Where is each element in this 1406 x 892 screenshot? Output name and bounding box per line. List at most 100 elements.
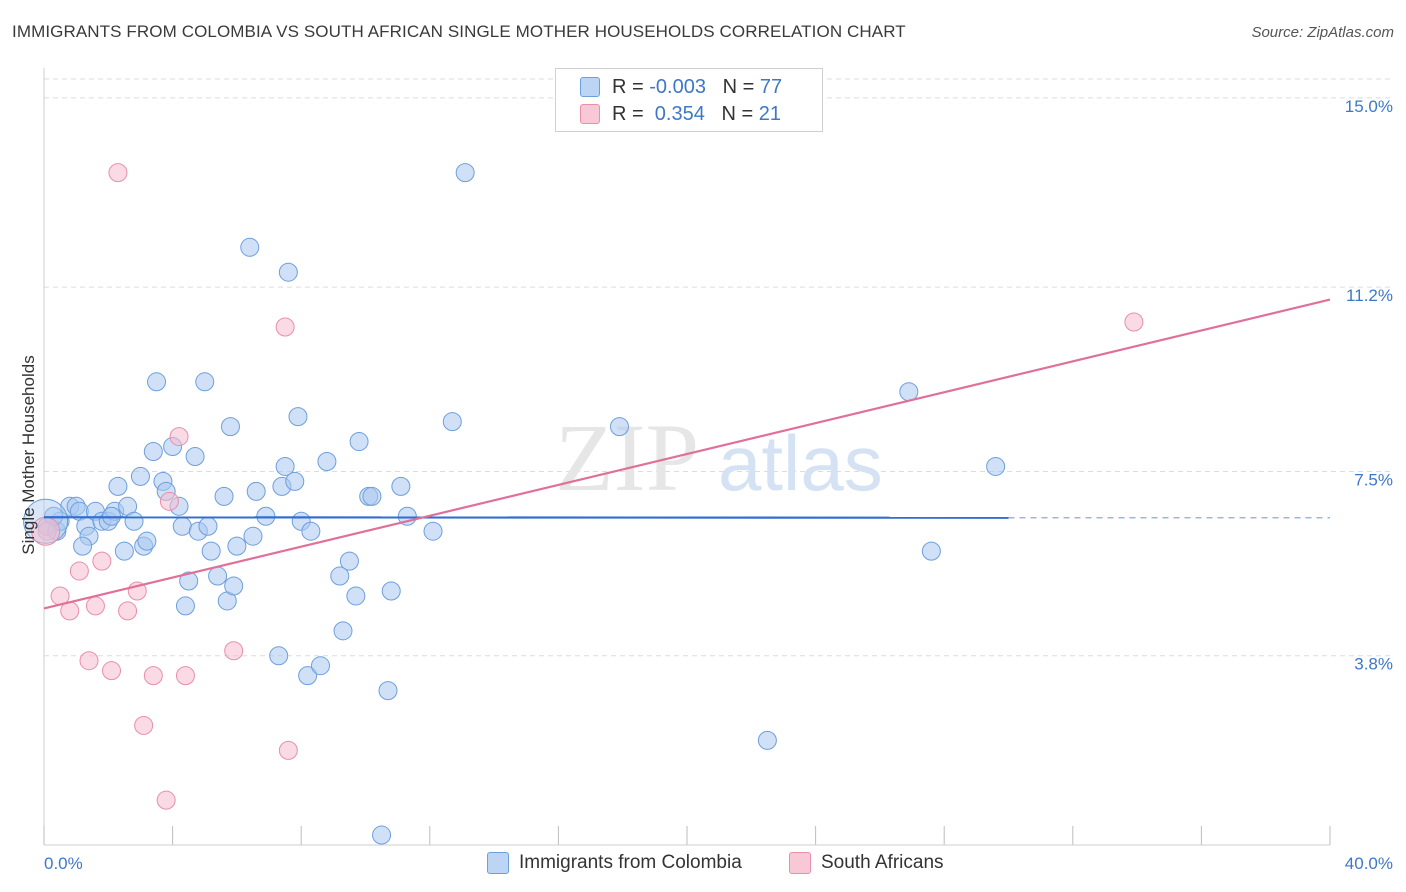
watermark: ZIP atlas — [555, 404, 883, 511]
colombia-point — [921, 541, 941, 561]
legend-n-label: N = — [721, 102, 759, 125]
grid-lines — [44, 78, 1392, 657]
colombia-point — [349, 432, 369, 452]
colombia-point — [986, 456, 1006, 476]
colombia-point — [198, 516, 218, 536]
legend-n-value: 21 — [758, 102, 782, 125]
colombia-point — [381, 581, 401, 601]
south-africans-point — [1124, 312, 1144, 332]
bottom-legend-colombia: Immigrants from Colombia — [487, 852, 742, 874]
colombia-point — [114, 541, 134, 561]
watermark-atlas: atlas — [718, 419, 883, 507]
chart-title: IMMIGRANTS FROM COLOMBIA VS SOUTH AFRICA… — [12, 22, 906, 41]
colombia-point — [224, 576, 244, 596]
south-africans-point — [92, 551, 112, 571]
south-africans-point — [278, 740, 298, 760]
colombia-point — [172, 516, 192, 536]
south-africans-point — [156, 790, 176, 810]
y-tick-label: 3.8% — [1354, 655, 1393, 674]
axes — [43, 68, 1331, 846]
colombia-point — [130, 466, 150, 486]
colombia-point — [301, 521, 321, 541]
legend-r-label: R = — [612, 102, 650, 125]
south-africans-point — [134, 715, 154, 735]
colombia-point — [214, 486, 234, 506]
legend: R = -0.003 N = 77 R = 0.354 N = 21 — [555, 68, 823, 132]
colombia-point — [298, 666, 318, 686]
colombia-point — [73, 536, 93, 556]
y-tick-label: 7.5% — [1354, 470, 1393, 489]
south-africans-point — [175, 666, 195, 686]
south-africans-point — [169, 427, 189, 447]
colombia-point — [275, 456, 295, 476]
colombia-point — [185, 447, 205, 466]
colombia-point — [208, 566, 228, 586]
colombia-point — [137, 531, 157, 551]
legend-r-value: 0.354 — [649, 102, 705, 125]
colombia-point — [899, 382, 919, 402]
colombia-point — [339, 551, 359, 571]
south-africans-point — [108, 163, 128, 183]
x-tick-label: 0.0% — [44, 854, 83, 873]
colombia-point — [201, 541, 221, 561]
south-africans-point — [224, 641, 244, 661]
colombia-point — [372, 825, 392, 845]
colombia-point — [285, 471, 305, 491]
colombia-point — [269, 646, 289, 666]
colombia-point — [609, 417, 629, 437]
colombia-point — [240, 237, 260, 257]
colombia-point — [246, 481, 266, 501]
south-africans-point — [118, 601, 138, 621]
colombia-point — [391, 476, 411, 496]
colombia-point — [757, 730, 777, 750]
colombia-point — [243, 526, 263, 546]
colombia-point — [378, 681, 398, 701]
legend-row-colombia: R = -0.003 N = 77 — [580, 74, 783, 100]
y-axis-label: Single Mother Households — [19, 355, 38, 554]
colombia-point — [330, 566, 350, 586]
colombia-point — [143, 442, 163, 462]
tick-labels: 3.8% 7.5% 11.2% 15.0% 0.0% 40.0% — [44, 97, 1393, 873]
south-africans-point — [159, 491, 179, 511]
colombia-point — [310, 656, 330, 676]
colombia-point — [175, 596, 195, 616]
south-africans-point — [275, 317, 295, 337]
south-africans-point — [85, 596, 105, 616]
colombia-point — [108, 476, 128, 496]
trend-lines — [43, 298, 1331, 610]
legend-row-south-africans: R = 0.354 N = 21 — [580, 101, 782, 127]
x-tick-label: 40.0% — [1345, 854, 1393, 873]
colombia-point — [346, 586, 366, 606]
legend-n-label: N = — [722, 75, 760, 98]
south-africans-point — [143, 666, 163, 686]
colombia-point — [362, 486, 382, 506]
bottom-legend-south-africans: South Africans — [789, 852, 944, 874]
legend-r-label: R = — [612, 75, 650, 98]
bottom-legend-label: Immigrants from Colombia — [519, 852, 742, 873]
bottom-legend-label: South Africans — [821, 852, 944, 873]
colombia-point — [147, 372, 167, 392]
bottom-legend-swatch-blue — [487, 852, 509, 874]
colombia-point — [227, 536, 247, 556]
colombia-point — [317, 451, 337, 471]
bottom-legend-swatch-pink — [789, 852, 811, 874]
legend-n-value: 77 — [759, 75, 783, 98]
colombia-point — [179, 571, 199, 591]
colombia-point — [455, 163, 475, 183]
south-africans-trend-line — [43, 298, 1331, 610]
colombia-point — [288, 407, 308, 427]
south-africans-point — [102, 661, 122, 681]
colombia-point — [442, 412, 462, 432]
y-tick-label: 15.0% — [1345, 97, 1393, 116]
watermark-zip: ZIP — [555, 404, 699, 511]
legend-swatch-pink — [580, 104, 600, 124]
colombia-point — [195, 372, 215, 392]
south-africans-point — [79, 651, 99, 671]
source-label: Source: ZipAtlas.com — [1251, 24, 1394, 41]
south-africans-point — [69, 561, 89, 581]
colombia-point — [423, 521, 443, 541]
colombia-point — [124, 511, 144, 531]
colombia-point — [220, 417, 240, 437]
legend-swatch-blue — [580, 77, 600, 97]
